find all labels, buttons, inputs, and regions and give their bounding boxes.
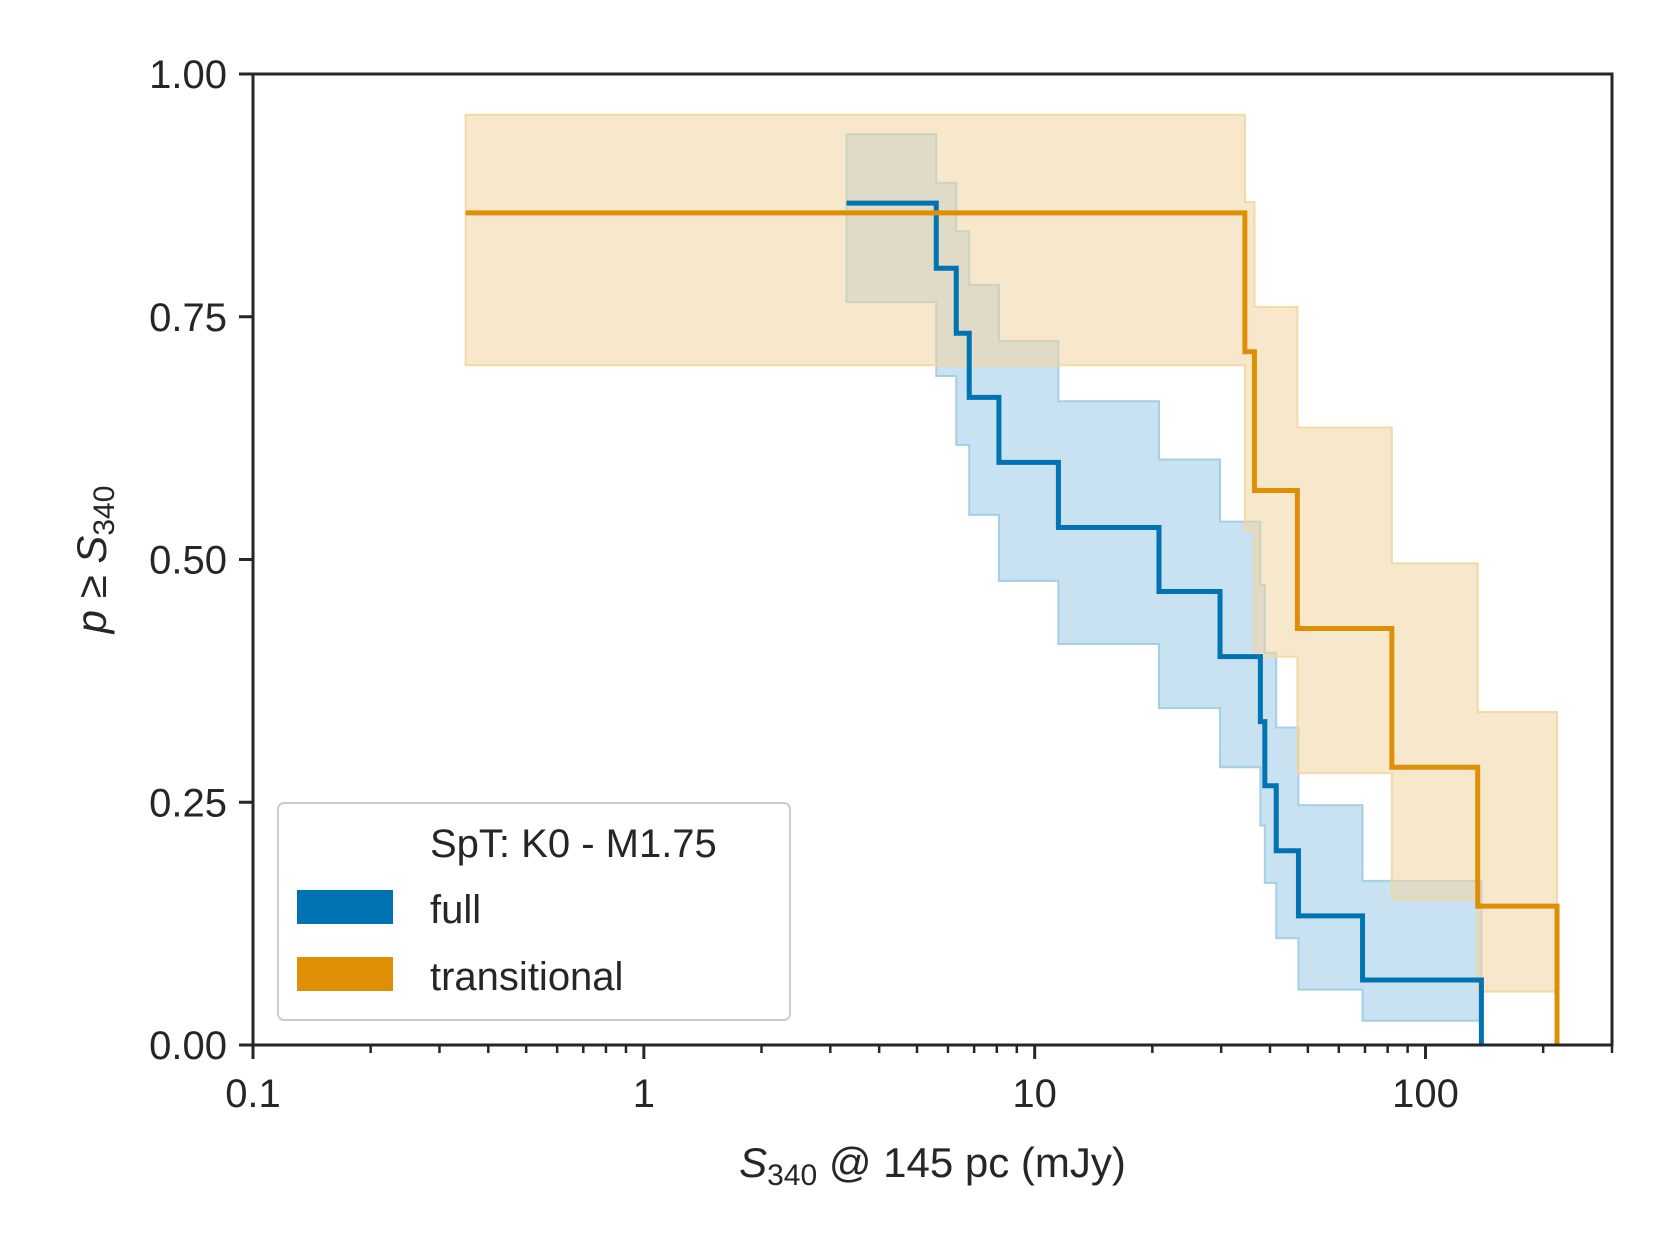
survival-curves [465,200,1560,1045]
x-axis-label-subscript: 340 [767,1159,817,1192]
y-tick-label: 0.50 [149,539,227,583]
y-axis-label: p ≥ S340 [68,486,121,636]
legend: SpT: K0 - M1.75 full transitional [277,802,791,1021]
y-tick-label: 0.00 [149,1024,227,1068]
x-axis-label: S340 @ 145 pc (mJy) [739,1139,1126,1192]
series-line-transitional [465,210,1560,1045]
x-tick-label: 100 [1392,1072,1459,1116]
x-tick-label: 0.1 [225,1072,281,1116]
y-axis-label-prefix: p ≥ [68,564,115,636]
y-axis-ticks: 0.00 0.25 0.50 0.75 1.00 [149,53,253,1068]
x-axis-label-rest: @ 145 pc (mJy) [817,1139,1126,1186]
legend-title: SpT: K0 - M1.75 [430,822,717,866]
x-tick-label: 10 [1012,1072,1057,1116]
y-tick-label: 1.00 [149,53,227,97]
x-axis-label-symbol: S [739,1139,767,1186]
y-axis-label-symbol: S [68,536,115,564]
x-tick-label: 1 [633,1072,655,1116]
y-tick-label: 0.75 [149,296,227,340]
legend-box [277,802,791,1021]
legend-swatch-transitional [297,957,393,991]
legend-swatch-full [297,890,393,924]
y-axis-label-subscript: 340 [88,486,121,536]
y-tick-label: 0.25 [149,781,227,825]
x-axis-ticks: 0.1 1 10 100 [225,1045,1614,1116]
legend-label-full: full [430,888,481,932]
legend-label-transitional: transitional [430,955,623,999]
series-line-full [846,200,1484,1045]
